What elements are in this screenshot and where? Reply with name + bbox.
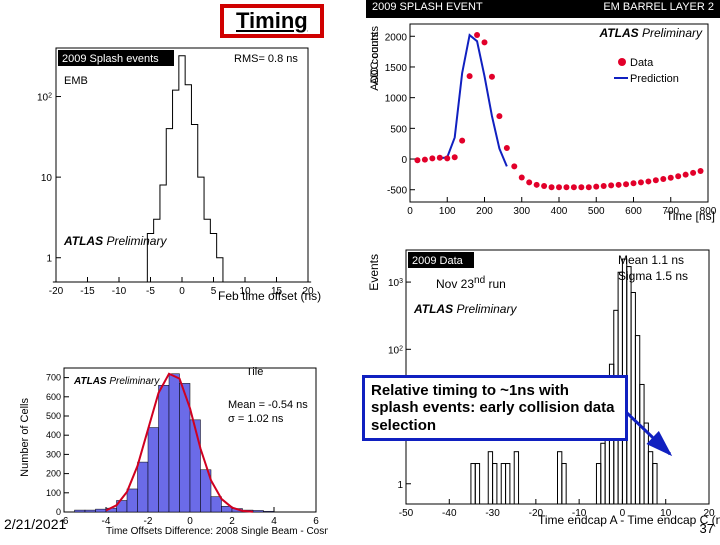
svg-text:500: 500 bbox=[588, 206, 605, 217]
svg-text:102: 102 bbox=[37, 92, 52, 104]
svg-text:700: 700 bbox=[46, 373, 61, 383]
yticks bbox=[410, 36, 415, 189]
title-box: Timing bbox=[220, 4, 324, 38]
preliminary: Preliminary bbox=[456, 302, 516, 316]
svg-text:200: 200 bbox=[476, 206, 493, 217]
hist-splash-emb-svg: 2009 Splash events RMS= 0.8 ns EMB Feb t… bbox=[18, 38, 322, 316]
legend-pred: Prediction bbox=[630, 73, 679, 85]
svg-text:-20: -20 bbox=[49, 286, 64, 297]
svg-text:500: 500 bbox=[390, 124, 407, 135]
hdr-left: 2009 SPLASH EVENT bbox=[372, 1, 483, 17]
p2-ylabel: ADC counts bbox=[369, 26, 381, 85]
svg-text:10: 10 bbox=[41, 173, 53, 184]
svg-text:300: 300 bbox=[46, 449, 61, 459]
svg-text:100: 100 bbox=[439, 206, 456, 217]
svg-text:-500: -500 bbox=[387, 186, 407, 197]
ylabels: 0100200300400500600700 bbox=[46, 373, 61, 517]
preliminary: Preliminary bbox=[109, 376, 159, 387]
svg-text:600: 600 bbox=[46, 392, 61, 402]
svg-text:-40: -40 bbox=[442, 508, 457, 519]
svg-text:400: 400 bbox=[551, 206, 568, 217]
svg-text:-50: -50 bbox=[399, 508, 414, 519]
svg-text:200: 200 bbox=[46, 469, 61, 479]
atlas: ATLAS bbox=[414, 302, 453, 316]
svg-text:1: 1 bbox=[397, 480, 403, 491]
nov-tail: run bbox=[485, 277, 506, 291]
svg-text:15: 15 bbox=[271, 286, 283, 297]
xticks bbox=[410, 197, 708, 202]
yticklabels: -500 0 500 1000 1500 2000 bbox=[385, 32, 408, 196]
atlas-prelim4: ATLAS Preliminary bbox=[74, 376, 159, 387]
callout-arrow bbox=[624, 410, 682, 468]
svg-text:0: 0 bbox=[401, 155, 407, 166]
panel2-header: 2009 SPLASH EVENT EM BARREL LAYER 2 bbox=[366, 0, 720, 18]
hist-bars bbox=[53, 56, 311, 282]
panel-tile: -6-4-20246 0100200300400500600700 Mean =… bbox=[16, 362, 328, 540]
atlas-prelim2: ATLAS Preliminary bbox=[600, 26, 702, 40]
sigma-text: Sigma 1.5 ns bbox=[618, 269, 688, 283]
svg-text:0: 0 bbox=[179, 286, 185, 297]
rms-text: RMS= 0.8 ns bbox=[234, 53, 298, 65]
svg-text:-30: -30 bbox=[485, 508, 500, 519]
xlabel: Time [ns] bbox=[666, 209, 715, 223]
yticks bbox=[56, 97, 61, 258]
info-2009: 2009 Splash events bbox=[62, 53, 159, 65]
wave-svg: 0100200300400500600700800 -5000500100015… bbox=[366, 18, 720, 236]
note-nov23: Nov 23nd run bbox=[436, 275, 506, 291]
xticks bbox=[56, 277, 308, 282]
svg-text:400: 400 bbox=[46, 430, 61, 440]
svg-text:-10: -10 bbox=[112, 286, 127, 297]
mean-text: Mean = -0.54 ns bbox=[228, 399, 308, 411]
legend: Data Prediction bbox=[614, 57, 679, 85]
relative-timing-callout: Relative timing to ~1ns with splash even… bbox=[362, 375, 628, 441]
svg-text:100: 100 bbox=[46, 488, 61, 498]
subsys-text: EMB bbox=[64, 75, 88, 87]
yticklabels: 1 10 102 bbox=[37, 92, 52, 265]
sigma-text: σ = 1.02 ns bbox=[228, 413, 284, 425]
footer-date: 2/21/2021 bbox=[4, 516, 66, 532]
svg-text:102: 102 bbox=[388, 345, 403, 357]
preliminary: Preliminary bbox=[642, 26, 702, 40]
panel-splash-emb: 2009 Splash events RMS= 0.8 ns EMB Feb t… bbox=[18, 38, 322, 316]
prediction-line bbox=[440, 35, 507, 166]
svg-text:1500: 1500 bbox=[385, 63, 408, 74]
xlabel: Time Offsets Difference: 2008 Single Bea… bbox=[106, 526, 328, 537]
tile-label: Tile bbox=[246, 366, 263, 378]
nov: Nov 23 bbox=[436, 277, 474, 291]
svg-text:-15: -15 bbox=[80, 286, 95, 297]
svg-text:2000: 2000 bbox=[385, 32, 408, 43]
yticks bbox=[64, 378, 69, 512]
ylabel: Events bbox=[367, 254, 381, 291]
bars bbox=[75, 374, 275, 512]
data-label: 2009 Data bbox=[412, 255, 464, 267]
atlas: ATLAS bbox=[64, 234, 103, 248]
ylabel: Number of Cells bbox=[19, 398, 31, 477]
nov-sup: nd bbox=[474, 275, 485, 286]
hdr-right: EM BARREL LAYER 2 bbox=[603, 1, 714, 17]
svg-text:-5: -5 bbox=[146, 286, 155, 297]
xticklabels: -20 -15 -10 -5 0 5 10 15 20 bbox=[49, 286, 314, 297]
svg-text:5: 5 bbox=[211, 286, 217, 297]
svg-text:500: 500 bbox=[46, 411, 61, 421]
atlas-prelim: ATLAS Preliminary bbox=[64, 234, 166, 248]
svg-text:20: 20 bbox=[302, 286, 314, 297]
atlas: ATLAS bbox=[74, 376, 107, 387]
tile-svg: -6-4-20246 0100200300400500600700 Mean =… bbox=[16, 362, 328, 540]
atlas-prelim3: ATLAS Preliminary bbox=[414, 302, 516, 316]
panel-waveform: 2009 SPLASH EVENT EM BARREL LAYER 2 0 100… bbox=[366, 0, 720, 236]
svg-text:1: 1 bbox=[46, 254, 52, 265]
svg-text:10: 10 bbox=[239, 286, 251, 297]
svg-text:1000: 1000 bbox=[385, 94, 408, 105]
svg-text:103: 103 bbox=[388, 278, 403, 290]
legend-data: Data bbox=[630, 57, 654, 69]
footer-page: 37 bbox=[700, 521, 714, 536]
xlabel: Time endcap A - Time endcap C (ns) bbox=[538, 513, 720, 527]
svg-text:0: 0 bbox=[407, 206, 413, 217]
svg-text:300: 300 bbox=[513, 206, 530, 217]
atlas: ATLAS bbox=[600, 26, 639, 40]
preliminary: Preliminary bbox=[106, 234, 166, 248]
page-title: Timing bbox=[236, 8, 308, 33]
mean-text: Mean 1.1 ns bbox=[618, 253, 684, 267]
svg-text:600: 600 bbox=[625, 206, 642, 217]
